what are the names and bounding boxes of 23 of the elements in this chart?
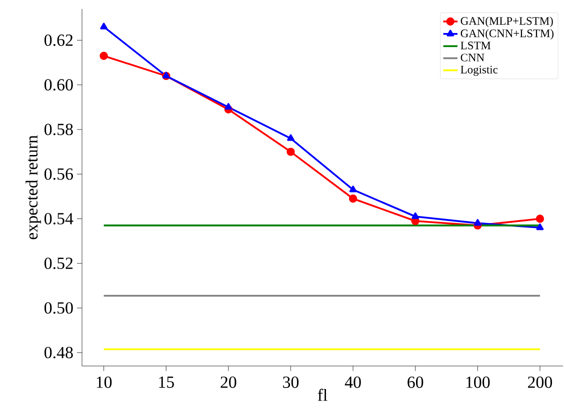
y-axis-title: expected return bbox=[26, 135, 42, 240]
x-tick-label: 40 bbox=[344, 376, 361, 388]
x-tick-label: 100 bbox=[466, 376, 490, 388]
legend-label: Logistic bbox=[460, 66, 498, 76]
x-tick-label: 20 bbox=[220, 376, 236, 388]
y-tick-label: 0.58 bbox=[44, 124, 73, 136]
y-tick-label: 0.48 bbox=[44, 346, 73, 358]
x-tick-label: 30 bbox=[283, 376, 299, 388]
y-tick-label: 0.50 bbox=[44, 302, 73, 314]
y-tick-label: 0.54 bbox=[44, 212, 74, 224]
y-tick-label: 0.62 bbox=[44, 34, 73, 46]
legend-label: GAN(MLP+LSTM) bbox=[460, 16, 553, 28]
y-tick-label: 0.60 bbox=[44, 79, 73, 91]
legend-label: LSTM bbox=[460, 42, 491, 50]
legend-label: GAN(CNN+LSTM) bbox=[460, 29, 554, 40]
x-tick-label: 10 bbox=[96, 376, 112, 388]
x-tick-label: 60 bbox=[408, 376, 424, 388]
x-tick-label: 200 bbox=[528, 376, 552, 388]
y-tick-label: 0.56 bbox=[44, 168, 73, 180]
x-axis-title: fl bbox=[318, 388, 328, 401]
x-tick-label: 15 bbox=[159, 376, 174, 388]
y-tick-label: 0.52 bbox=[44, 258, 73, 270]
legend-label: CNN bbox=[460, 54, 484, 62]
